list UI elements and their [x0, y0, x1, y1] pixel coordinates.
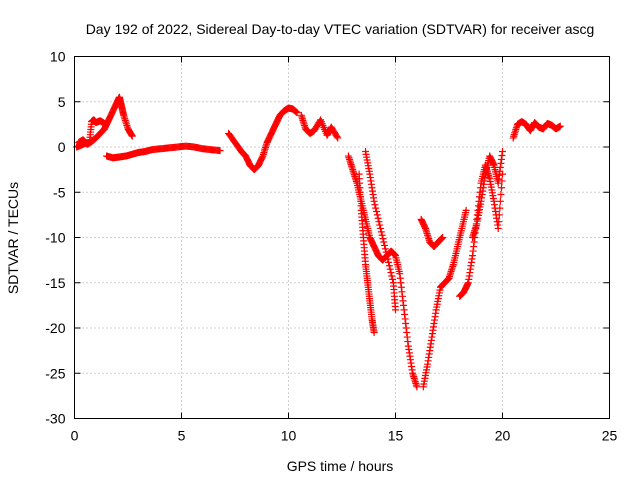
data-point	[385, 262, 393, 270]
data-point	[378, 231, 386, 239]
data-point	[388, 272, 396, 280]
y-axis-label: SDTVAR / TECUs	[5, 182, 21, 294]
y-tick-label: -30	[45, 411, 65, 427]
y-tick-label: -20	[45, 320, 65, 336]
y-tick-label: 10	[50, 49, 66, 65]
data-point	[373, 211, 381, 219]
x-tick-label: 10	[281, 428, 297, 444]
data-point	[385, 258, 393, 266]
data-point	[383, 252, 391, 260]
x-tick-label: 5	[178, 428, 186, 444]
tick-layer: 0 5 10 15 20 25 -30 -25 -20 -15 -10 -5 0 5 10	[45, 49, 617, 444]
data-point	[381, 245, 389, 253]
data-point	[333, 133, 341, 141]
data-point	[499, 148, 506, 156]
data-point	[370, 329, 378, 337]
data-point	[386, 265, 394, 273]
data-point	[495, 218, 503, 226]
y-tick-label: -15	[45, 275, 65, 291]
data-point	[293, 109, 301, 117]
data-point	[100, 119, 108, 127]
data-point	[334, 134, 342, 142]
data-point	[371, 201, 379, 209]
data-point	[373, 207, 381, 215]
plot-frame	[74, 56, 610, 419]
y-tick-label: -25	[45, 365, 65, 381]
grid-layer	[74, 56, 610, 419]
data-point	[377, 224, 385, 232]
data-point	[497, 191, 505, 199]
data-points	[73, 93, 564, 391]
data-point	[375, 218, 383, 226]
data-point	[216, 147, 224, 155]
data-point	[376, 221, 384, 229]
data-point	[377, 228, 385, 236]
data-point	[497, 184, 505, 192]
data-point	[389, 275, 397, 283]
x-tick-label: 0	[71, 428, 79, 444]
data-point	[462, 206, 470, 214]
data-point	[413, 383, 421, 391]
data-point	[387, 269, 395, 277]
data-point	[494, 224, 502, 232]
x-tick-label: 20	[495, 428, 511, 444]
data-point	[372, 204, 380, 212]
data-point	[374, 214, 382, 222]
data-point	[495, 211, 503, 219]
y-tick-label: -5	[53, 184, 66, 200]
data-point	[556, 122, 564, 130]
data-point	[439, 234, 447, 241]
data-point	[128, 132, 136, 140]
y-tick-label: 5	[58, 94, 66, 110]
y-tick-label: 0	[58, 139, 66, 155]
y-tick-label: -10	[45, 230, 65, 246]
data-point	[384, 255, 392, 263]
data-point	[392, 306, 399, 314]
data-point	[496, 197, 504, 205]
x-tick-label: 25	[602, 428, 618, 444]
data-point	[379, 235, 387, 243]
x-axis-label: GPS time / hours	[287, 458, 394, 474]
x-tick-label: 15	[388, 428, 404, 444]
chart-title: Day 192 of 2022, Sidereal Day-to-day VTE…	[86, 21, 595, 37]
data-point	[381, 241, 389, 249]
data-point	[382, 248, 390, 256]
data-point	[380, 238, 388, 246]
data-point	[370, 197, 378, 205]
data-point	[496, 204, 504, 212]
